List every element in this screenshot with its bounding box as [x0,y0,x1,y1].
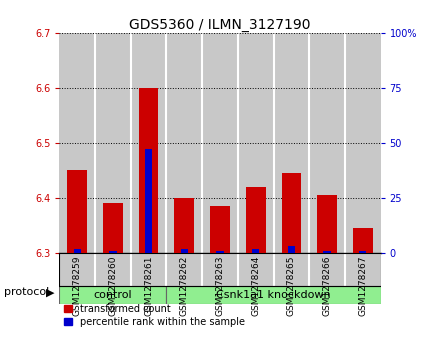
Bar [317,195,337,253]
Bar [131,33,166,253]
Bar [252,249,259,253]
Bar [145,150,152,253]
Bar [323,251,330,253]
Bar [238,253,274,286]
Text: GSM1278261: GSM1278261 [144,256,153,316]
Bar [67,170,87,253]
Bar [103,203,123,253]
Bar [353,228,373,253]
Bar [166,286,381,304]
Text: control: control [94,290,132,300]
Legend: transformed count, percentile rank within the sample: transformed count, percentile rank withi… [64,304,245,327]
Bar [309,33,345,253]
Bar [73,249,81,253]
Bar [309,253,345,286]
Text: GSM1278263: GSM1278263 [216,256,224,316]
Bar [95,33,131,253]
Bar [210,206,230,253]
Bar [288,246,295,253]
Text: GSM1278260: GSM1278260 [108,256,117,316]
Bar [166,33,202,253]
Text: GSM1278262: GSM1278262 [180,256,189,316]
Bar [202,253,238,286]
Bar [345,253,381,286]
Title: GDS5360 / ILMN_3127190: GDS5360 / ILMN_3127190 [129,18,311,32]
Bar [175,198,194,253]
Bar [238,33,274,253]
Bar [110,251,117,253]
Bar [246,187,265,253]
Bar [59,286,166,304]
Bar [202,33,238,253]
Bar [345,33,381,253]
Text: ▶: ▶ [46,287,55,297]
Bar [274,253,309,286]
Bar [359,251,367,253]
Bar [59,253,95,286]
Bar [95,253,131,286]
Bar [59,33,95,253]
Text: GSM1278267: GSM1278267 [358,256,367,316]
Bar [216,251,224,253]
Bar [139,88,158,253]
Text: Csnk1a1 knockdown: Csnk1a1 knockdown [216,290,331,300]
Text: GSM1278266: GSM1278266 [323,256,332,316]
Bar [274,33,309,253]
Text: GSM1278265: GSM1278265 [287,256,296,316]
Bar [181,249,188,253]
Text: GSM1278259: GSM1278259 [73,256,82,316]
Text: protocol: protocol [4,287,50,297]
Bar [131,253,166,286]
Bar [282,173,301,253]
Text: GSM1278264: GSM1278264 [251,256,260,316]
Bar [166,253,202,286]
